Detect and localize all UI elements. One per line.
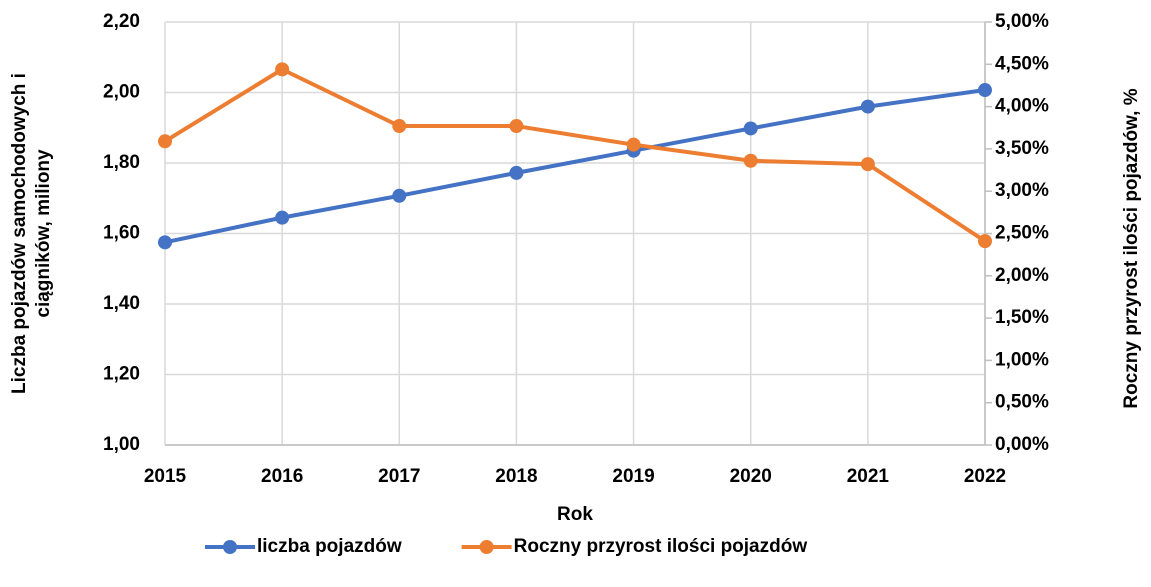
y2-tick-label: 2,00% (995, 265, 1049, 286)
y-axis-title: ciągników, miliony (33, 149, 54, 318)
y-axis-title: Liczba pojazdów samochodowych i (9, 73, 30, 394)
x-tick-label: 2018 (495, 466, 537, 487)
y2-tick-label: 0,50% (995, 392, 1049, 413)
point (392, 188, 407, 203)
y-tick-label: 1,40 (103, 293, 140, 314)
y2-tick-label: 4,00% (995, 96, 1049, 117)
legend-marker (479, 540, 494, 554)
y2-tick-label: 2,50% (995, 223, 1049, 244)
x-tick-label: 2022 (964, 466, 1006, 487)
y2-tick-label: 3,00% (995, 180, 1049, 201)
legend-marker (223, 540, 237, 554)
y2-tick-label: 3,50% (995, 138, 1049, 159)
point (509, 165, 524, 180)
point (158, 235, 172, 250)
y2-tick-label: 1,50% (995, 307, 1049, 328)
y2-tick-label: 1,00% (995, 349, 1049, 370)
point (860, 157, 875, 172)
y-tick-label: 1,20 (103, 364, 140, 385)
point (860, 99, 875, 114)
y2-tick-label: 0,00% (995, 434, 1049, 455)
x-tick-label: 2015 (144, 466, 187, 487)
legend-label: Roczny przyrost ilości pojazdów (514, 536, 808, 557)
point (158, 134, 172, 149)
point (392, 119, 407, 134)
point (978, 83, 992, 98)
x-tick-label: 2019 (612, 466, 654, 487)
x-axis-title: Rok (557, 504, 593, 525)
legend-label: liczba pojazdów (257, 536, 402, 557)
point (978, 234, 992, 249)
y-tick-label: 1,00 (103, 434, 140, 455)
point (743, 121, 758, 136)
x-tick-label: 2016 (261, 466, 303, 487)
series-line (164, 88, 986, 245)
point (509, 119, 524, 134)
series-line (163, 67, 987, 243)
y-tick-label: 1,80 (103, 152, 140, 173)
point (626, 137, 641, 152)
point (275, 210, 290, 225)
y-tick-label: 2,20 (103, 11, 140, 32)
y-tick-label: 2,00 (103, 82, 140, 103)
y-tick-label: 1,60 (103, 223, 140, 244)
x-tick-label: 2020 (730, 466, 772, 487)
y2-tick-label: 5,00% (995, 11, 1049, 32)
point (743, 153, 758, 168)
x-tick-label: 2021 (847, 466, 890, 487)
y2-tick-label: 4,50% (995, 53, 1049, 74)
x-tick-label: 2017 (378, 466, 420, 487)
y2-axis-title: Roczny przyrost ilości pojazdów, % (1121, 88, 1142, 408)
point (275, 62, 290, 77)
